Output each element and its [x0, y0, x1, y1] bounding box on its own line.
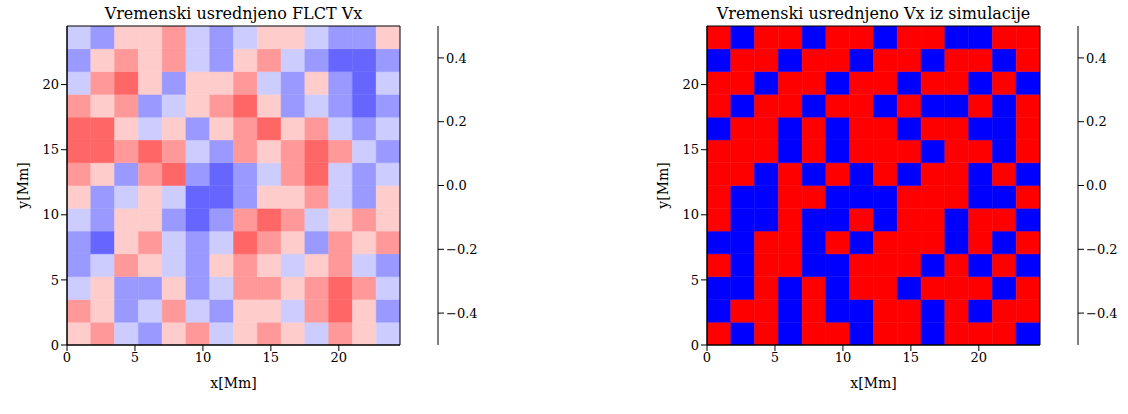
svg-text:0.2: 0.2: [1086, 114, 1107, 129]
html-text:Vremenski usrednjeno FLCT Vx: Vremenski usrednjeno FLCT Vx: [104, 4, 363, 23]
html-text:Vremenski usrednjeno Vx iz sim: Vremenski usrednjeno Vx iz simulacije: [716, 4, 1031, 23]
svg-text:−0.4: −0.4: [1086, 306, 1118, 321]
svg-text:y[Mm]: y[Mm]: [15, 162, 31, 209]
svg-text:0: 0: [691, 338, 699, 353]
svg-text:0.2: 0.2: [446, 114, 467, 129]
svg-text:5: 5: [691, 273, 699, 288]
svg-text:10: 10: [42, 207, 59, 222]
svg-text:0: 0: [51, 338, 59, 353]
svg-text:0.4: 0.4: [446, 51, 467, 66]
svg-text:15: 15: [42, 142, 59, 157]
svg-text:10: 10: [682, 207, 699, 222]
svg-text:5: 5: [771, 350, 779, 365]
svg-text:20: 20: [971, 350, 988, 365]
svg-text:x[Mm]: x[Mm]: [850, 375, 896, 391]
svg-text:20: 20: [331, 350, 348, 365]
svg-text:15: 15: [682, 142, 699, 157]
svg-text:10: 10: [835, 350, 852, 365]
svg-text:5: 5: [131, 350, 139, 365]
svg-text:−0.2: −0.2: [1086, 242, 1118, 257]
svg-text:0: 0: [63, 350, 71, 365]
svg-text:15: 15: [263, 350, 280, 365]
svg-text:−0.4: −0.4: [446, 306, 478, 321]
svg-text:20: 20: [42, 77, 59, 92]
svg-text:15: 15: [903, 350, 920, 365]
svg-text:0.0: 0.0: [1086, 178, 1107, 193]
svg-text:5: 5: [51, 273, 59, 288]
svg-text:20: 20: [682, 77, 699, 92]
svg-text:0.0: 0.0: [446, 178, 467, 193]
svg-text:0: 0: [703, 350, 711, 365]
svg-text:0.4: 0.4: [1086, 51, 1107, 66]
svg-text:−0.2: −0.2: [446, 242, 478, 257]
svg-text:x[Mm]: x[Mm]: [210, 375, 256, 391]
svg-text:10: 10: [195, 350, 212, 365]
svg-text:y[Mm]: y[Mm]: [655, 162, 671, 209]
